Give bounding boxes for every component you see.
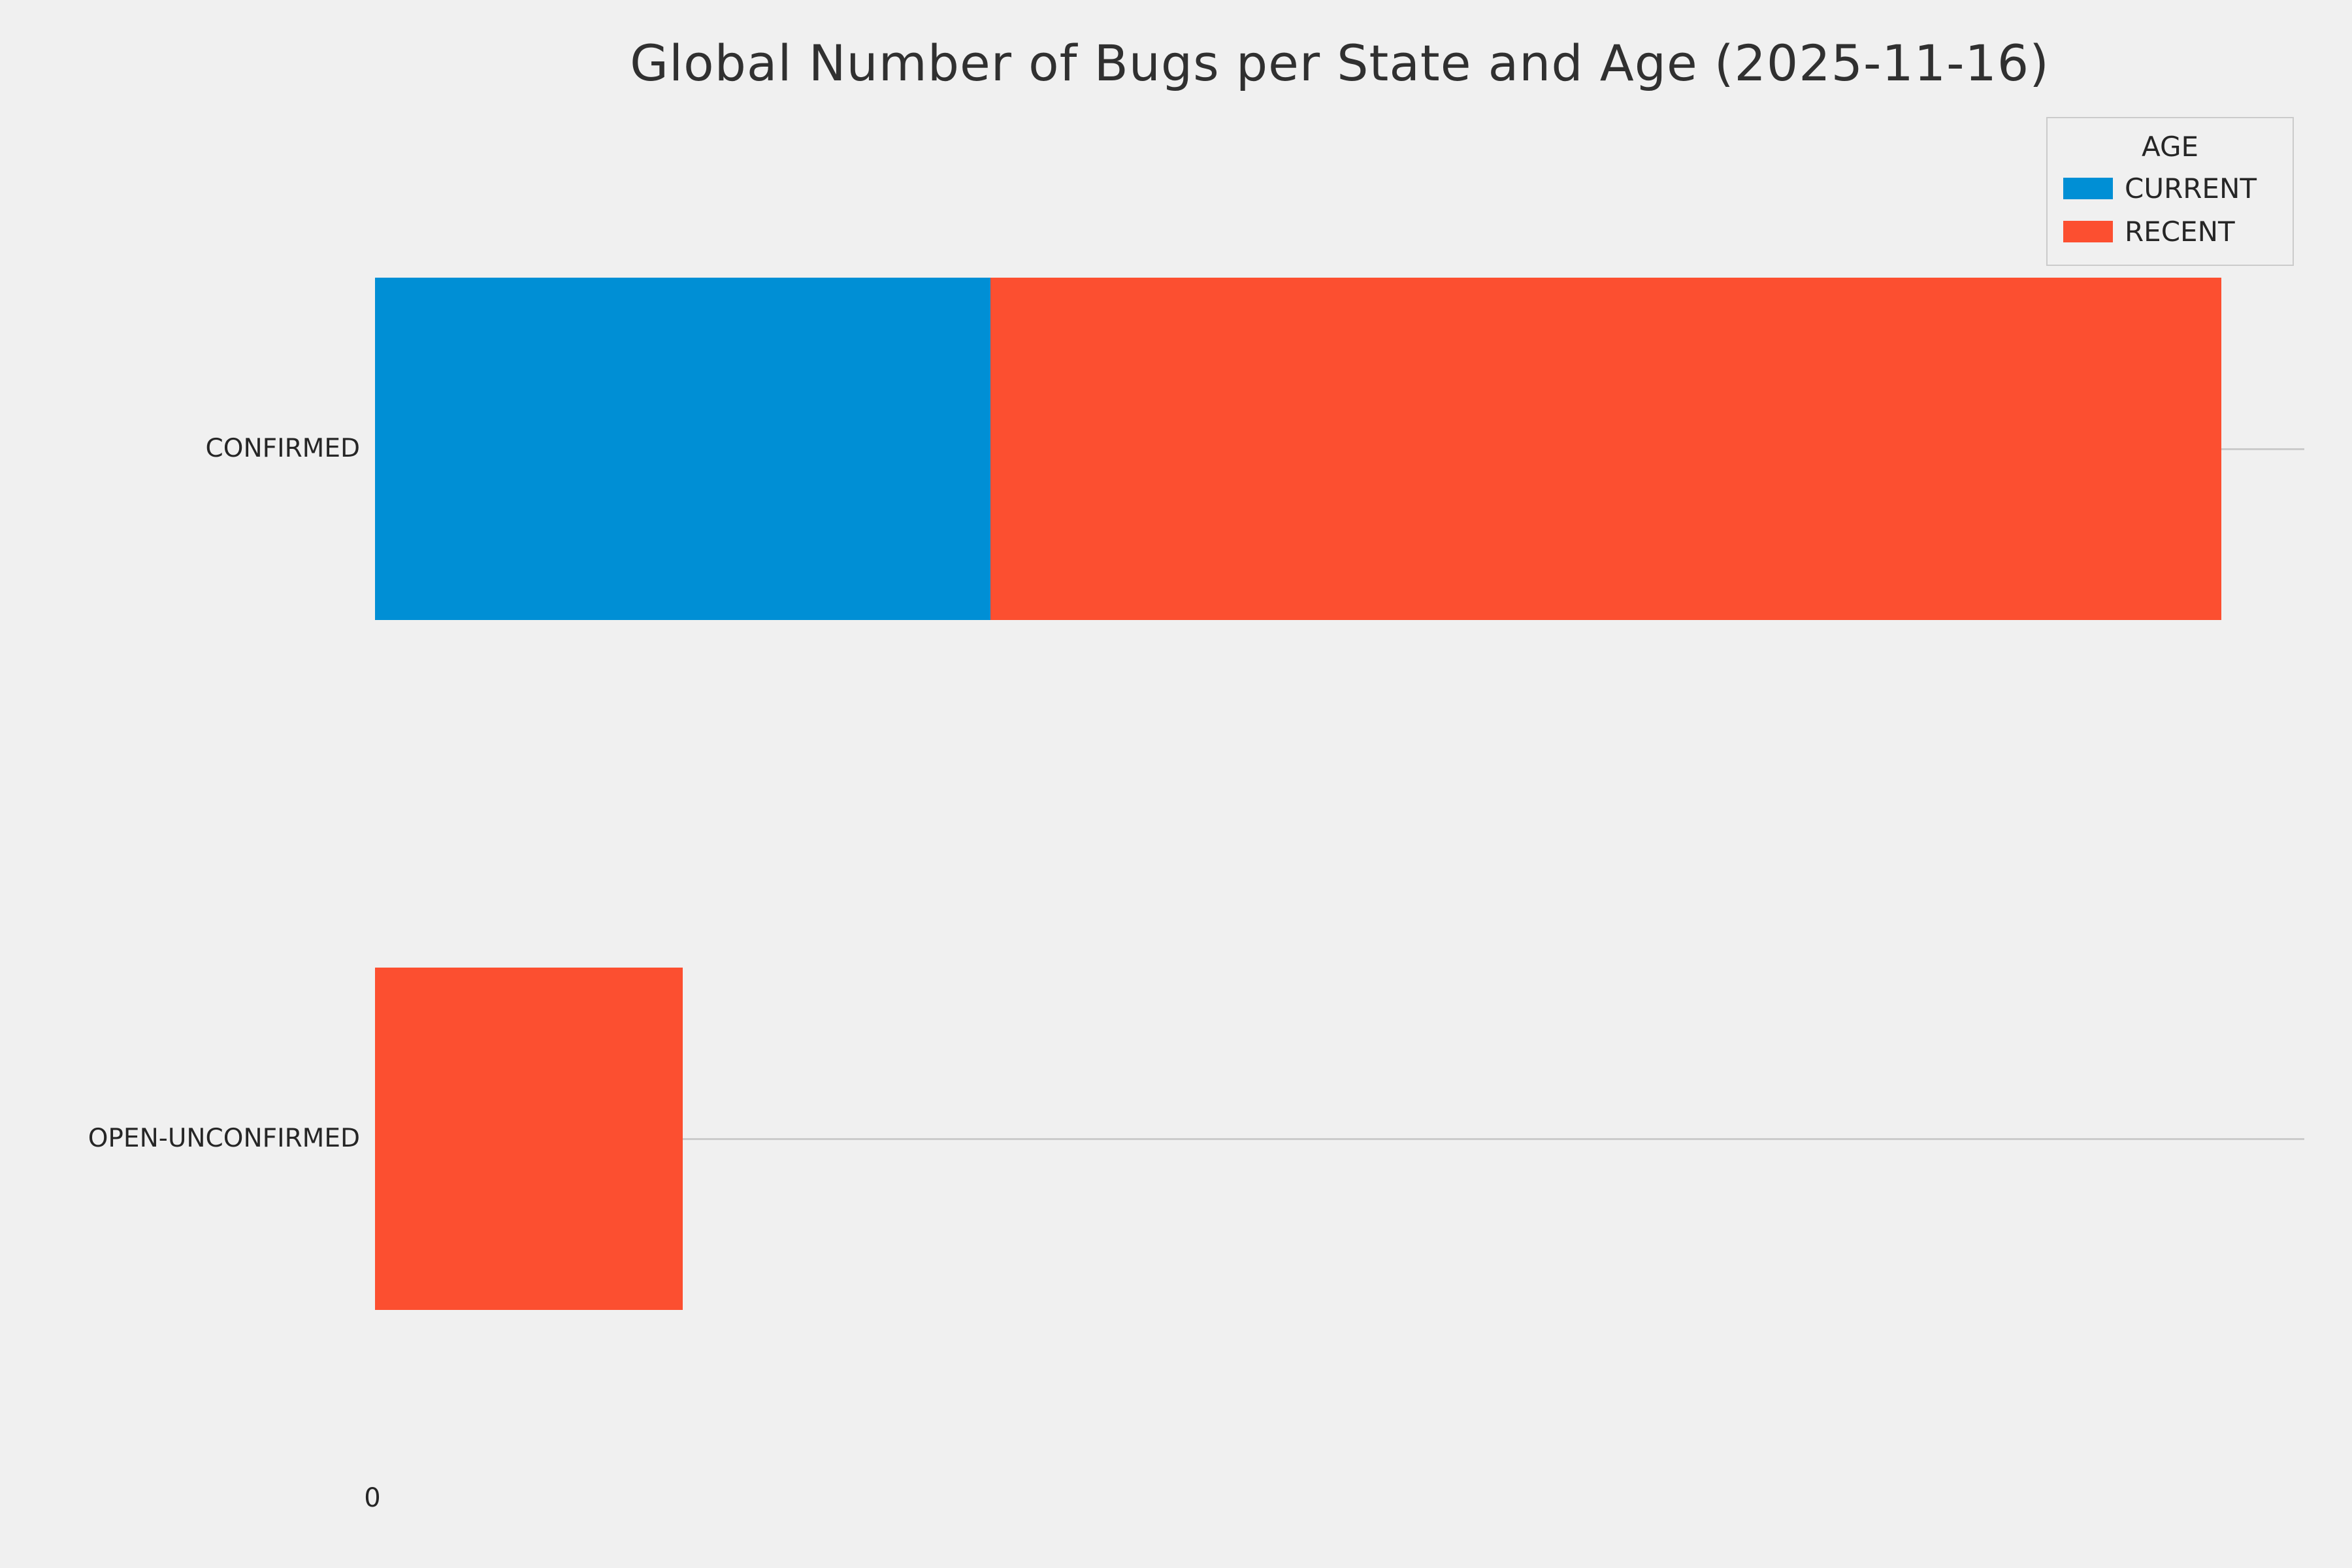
ytick-label-open-unconfirmed: OPEN-UNCONFIRMED — [88, 1124, 360, 1153]
legend-label-recent: RECENT — [2125, 215, 2235, 248]
bar-segment-recent-open-unconfirmed — [375, 968, 683, 1310]
chart-title: Global Number of Bugs per State and Age … — [630, 34, 2050, 92]
bar-row-open-unconfirmed — [375, 968, 683, 1310]
gridline-open-unconfirmed — [375, 1138, 2304, 1140]
plot-area — [375, 0, 2304, 1568]
legend-title: AGE — [2141, 131, 2199, 163]
legend-item-current: CURRENT — [2063, 167, 2277, 210]
bar-segment-current-confirmed — [375, 278, 990, 620]
xtick-label-0: 0 — [364, 1483, 381, 1513]
legend-item-recent: RECENT — [2063, 210, 2277, 253]
legend-label-current: CURRENT — [2125, 172, 2257, 204]
ytick-label-confirmed: CONFIRMED — [205, 434, 360, 463]
legend-swatch-recent-icon — [2063, 220, 2113, 242]
legend-swatch-current-icon — [2063, 177, 2113, 199]
legend: AGE CURRENT RECENT — [2046, 117, 2294, 266]
bar-row-confirmed — [375, 278, 2221, 620]
bar-segment-recent-confirmed — [990, 278, 2221, 620]
